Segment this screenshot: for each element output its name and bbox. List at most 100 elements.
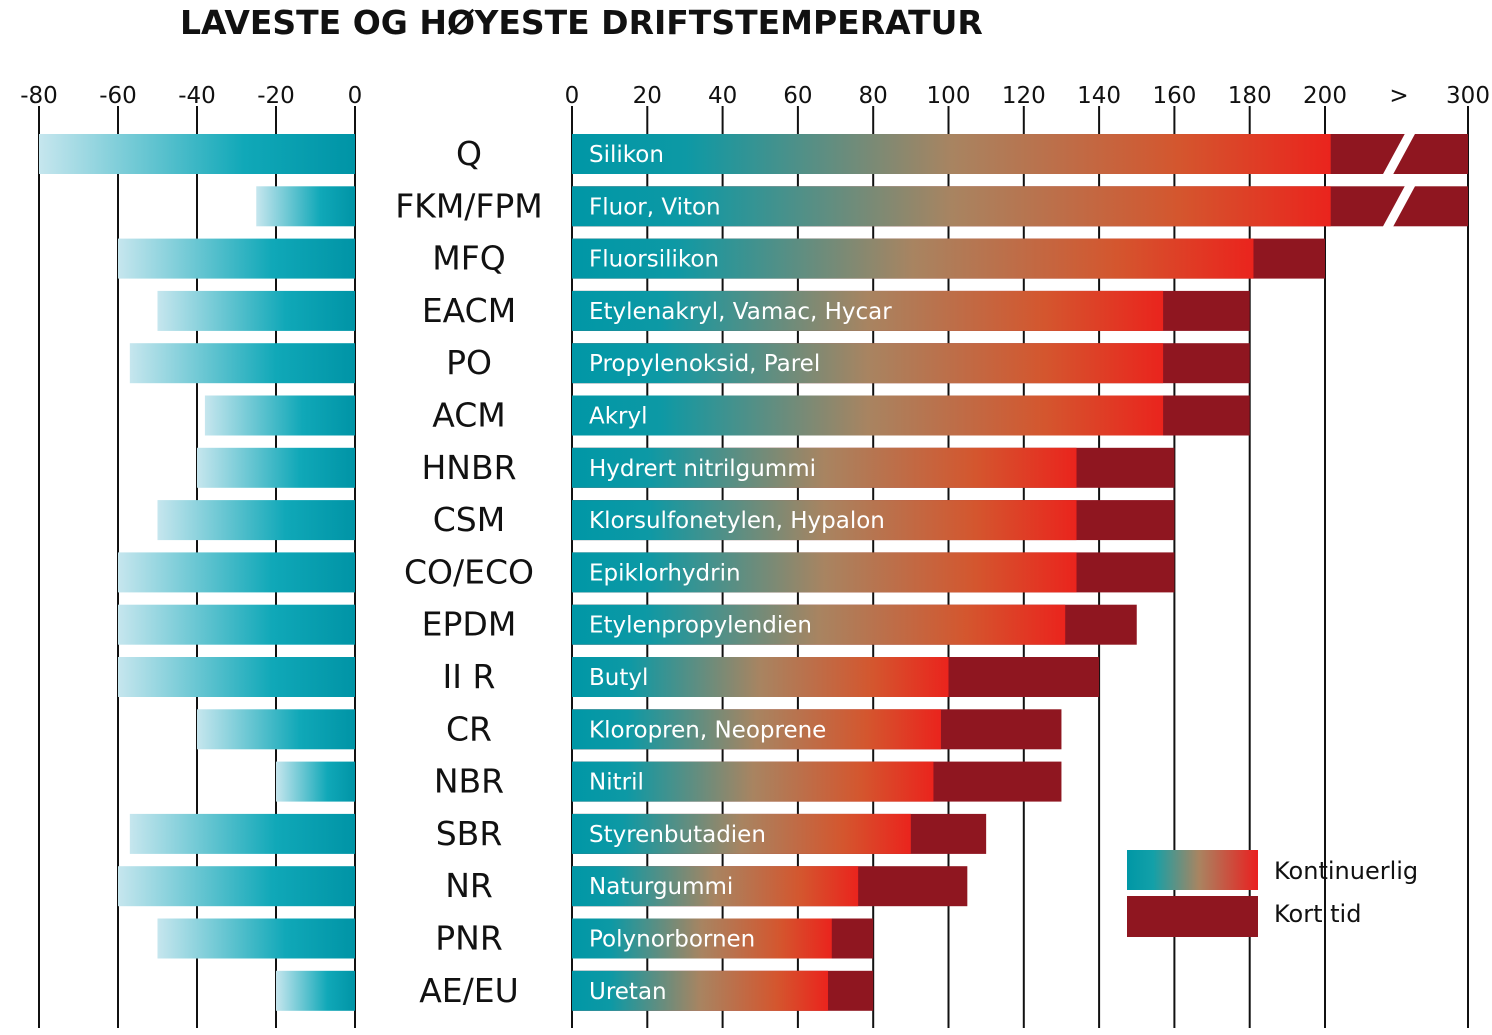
tick-label-right: 120 xyxy=(1002,83,1046,109)
axis-break-mark xyxy=(1382,127,1416,181)
bar-continuous xyxy=(572,866,859,907)
bar-continuous xyxy=(572,761,934,802)
material-code: NBR xyxy=(434,762,504,801)
legend: Kontinuerlig Kort tid xyxy=(1127,850,1418,937)
legend-swatch-short-term xyxy=(1127,896,1258,937)
tick-label-left: -80 xyxy=(20,83,58,109)
material-name: Nitril xyxy=(589,770,644,796)
tick-labels: -80 -60 -40 -20 0 0 20 40 60 80 100 120 140 160 180 200… xyxy=(20,83,1490,109)
bars: Q Silikon FKM/FPM Fluor, Viton MFQ Fluorsilik… xyxy=(39,127,1468,1011)
bar-row: Q Silikon xyxy=(39,127,1468,181)
material-code: EPDM xyxy=(422,605,517,644)
material-code: ACM xyxy=(432,396,506,435)
bar-low-temp xyxy=(129,813,355,854)
bar-row: ACM Akryl xyxy=(204,395,1250,436)
tick-label-right: 300 xyxy=(1446,83,1490,109)
bar-continuous xyxy=(572,709,941,750)
material-code: PO xyxy=(446,343,492,382)
tick-label-left: -40 xyxy=(178,83,216,109)
material-code: EACM xyxy=(422,291,516,330)
bar-continuous xyxy=(572,552,1077,593)
material-code: PNR xyxy=(435,919,503,958)
material-name: Kloropren, Neoprene xyxy=(589,717,826,743)
bar-low-temp xyxy=(39,134,355,174)
bar-low-temp xyxy=(118,866,355,907)
tick-label-right: 80 xyxy=(859,83,888,109)
material-name: Polynorbornen xyxy=(589,927,755,953)
bar-row: EPDM Etylenpropylendien xyxy=(118,604,1137,645)
bar-low-temp xyxy=(118,604,355,645)
tick-label-left: 0 xyxy=(348,83,363,109)
material-name: Propylenoksid, Parel xyxy=(589,351,820,377)
bar-row: HNBR Hydrert nitrilgummi xyxy=(197,447,1175,488)
material-name: Klorsulfonetylen, Hypalon xyxy=(589,508,885,534)
bar-continuous xyxy=(572,290,1164,331)
tick-label-right: 160 xyxy=(1152,83,1196,109)
bar-continuous xyxy=(572,918,832,959)
bar-low-temp xyxy=(197,709,355,750)
material-name: Silikon xyxy=(589,142,664,168)
material-code: FKM/FPM xyxy=(395,186,543,225)
material-code: CR xyxy=(446,709,492,748)
material-name: Styrenbutadien xyxy=(589,822,766,848)
tick-label-right: 180 xyxy=(1228,83,1272,109)
bar-row: FKM/FPM Fluor, Viton xyxy=(256,180,1468,233)
bar-row: CO/ECO Epiklorhydrin xyxy=(118,552,1175,593)
material-name: Naturgummi xyxy=(589,874,733,900)
bar-continuous xyxy=(572,604,1066,645)
material-code: CO/ECO xyxy=(404,552,534,591)
bar-low-temp xyxy=(118,657,355,697)
material-name: Fluorsilikon xyxy=(589,247,719,273)
bar-low-temp xyxy=(197,447,355,488)
material-name: Etylenpropylendien xyxy=(589,613,812,639)
bar-row: SBR Styrenbutadien xyxy=(129,813,987,854)
bar-low-temp xyxy=(157,290,355,331)
bar-continuous xyxy=(572,395,1164,436)
material-code: HNBR xyxy=(421,448,516,487)
bar-row: PNR Polynorbornen xyxy=(157,918,874,959)
material-name: Akryl xyxy=(589,404,648,430)
bar-row: MFQ Fluorsilikon xyxy=(118,238,1325,279)
tick-label-right: 200 xyxy=(1303,83,1347,109)
bar-low-temp xyxy=(256,186,355,227)
bar-low-temp xyxy=(129,343,355,384)
bar-low-temp xyxy=(118,552,355,593)
bar-row: NBR Nitril xyxy=(276,761,1062,802)
tick-label-right: 140 xyxy=(1077,83,1121,109)
legend-label-short-term: Kort tid xyxy=(1274,900,1361,928)
material-code: NR xyxy=(445,866,493,905)
material-code: II R xyxy=(443,657,496,696)
tick-label-right: 0 xyxy=(565,83,580,109)
chart-title: LAVESTE OG HØYESTE DRIFTSTEMPERATUR xyxy=(180,3,983,42)
bar-low-temp xyxy=(118,238,355,279)
bar-row: CR Kloropren, Neoprene xyxy=(197,709,1062,750)
axis-break-mark xyxy=(1382,180,1416,233)
material-code: SBR xyxy=(436,814,503,853)
tick-label-right: 20 xyxy=(633,83,662,109)
bar-continuous xyxy=(572,813,911,854)
tick-label-right: 40 xyxy=(708,83,737,109)
material-code: Q xyxy=(456,134,482,173)
material-name: Etylenakryl, Vamac, Hycar xyxy=(589,299,892,325)
bar-row: EACM Etylenakryl, Vamac, Hycar xyxy=(157,290,1250,331)
bar-continuous xyxy=(572,447,1077,488)
tick-label-right: 60 xyxy=(783,83,812,109)
material-name: Epiklorhydrin xyxy=(589,560,741,586)
bar-continuous xyxy=(572,657,949,697)
bar-row: PO Propylenoksid, Parel xyxy=(129,343,1250,384)
bar-low-temp xyxy=(276,970,355,1011)
material-name: Butyl xyxy=(589,665,648,691)
bar-continuous xyxy=(572,134,1331,174)
material-name: Fluor, Viton xyxy=(589,194,721,220)
bar-low-temp xyxy=(276,761,355,802)
bar-row: II R Butyl xyxy=(118,657,1100,697)
material-code: AE/EU xyxy=(419,971,519,1010)
bar-row: AE/EU Uretan xyxy=(276,970,874,1011)
bar-continuous xyxy=(572,238,1254,279)
tick-label-left: -60 xyxy=(99,83,137,109)
bar-continuous xyxy=(572,343,1164,384)
legend-swatch-continuous xyxy=(1127,850,1258,890)
tick-label-right: 100 xyxy=(927,83,971,109)
material-code: MFQ xyxy=(432,239,505,278)
